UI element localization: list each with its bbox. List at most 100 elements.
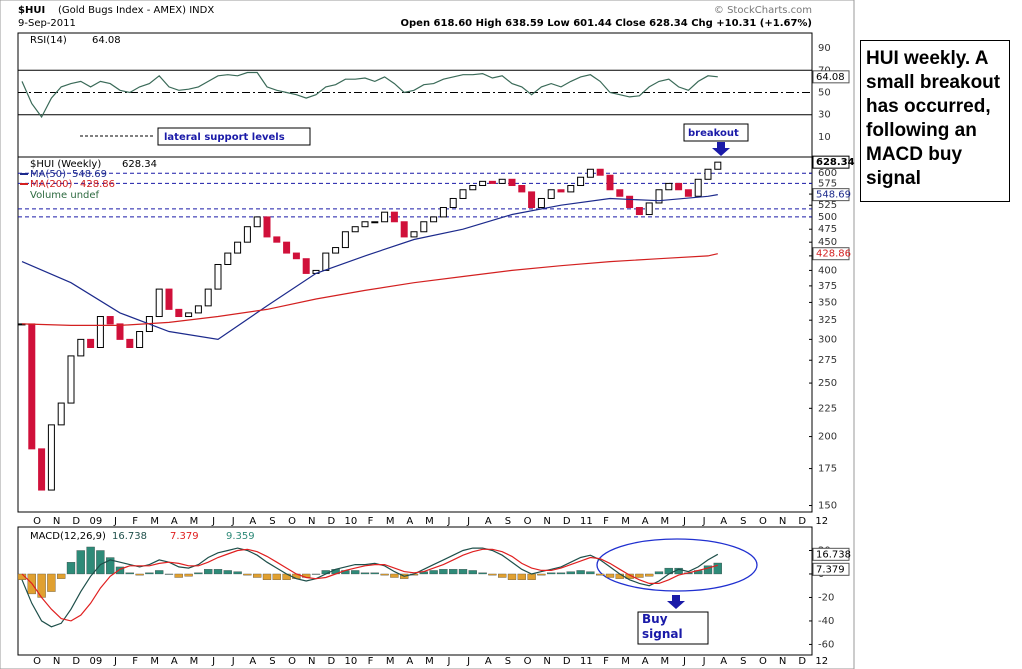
histogram-bar: [537, 573, 546, 576]
candle: [126, 338, 134, 348]
histogram-bar: [527, 573, 536, 580]
candle: [96, 316, 104, 348]
chart-title: $HUI: [18, 5, 45, 16]
legend-label: Volume undef: [30, 190, 100, 201]
x-tick-label: N: [543, 656, 550, 667]
x-tick-label: D: [327, 516, 335, 527]
x-tick-label: S: [269, 516, 275, 527]
x-tick-label: A: [720, 656, 727, 667]
candle: [557, 189, 565, 193]
x-tick-label: A: [485, 516, 492, 527]
histogram-bar: [596, 573, 605, 576]
histogram-bar: [439, 569, 448, 575]
x-tick-label: 12: [815, 516, 828, 527]
candle: [185, 312, 193, 318]
series-line: [21, 548, 718, 622]
chart-subtitle: (Gold Bugs Index - AMEX) INDX: [58, 5, 214, 16]
histogram-bar: [488, 573, 497, 576]
legend-label: MA(200): [30, 179, 72, 190]
candle: [577, 176, 585, 187]
candle: [47, 424, 55, 491]
series-line: [21, 194, 718, 341]
candle: [635, 207, 643, 216]
candle: [400, 221, 408, 238]
histogram-bar: [351, 570, 360, 575]
candle: [469, 185, 477, 191]
x-tick-label: J: [466, 516, 470, 527]
x-tick-label: M: [621, 516, 630, 527]
histogram-bar: [713, 562, 722, 575]
histogram-bar: [311, 573, 321, 575]
x-tick-label: J: [231, 656, 235, 667]
candle: [243, 226, 251, 243]
candle: [106, 316, 114, 325]
histogram-bar: [547, 572, 556, 575]
annotation-fo: Buy signal: [642, 612, 683, 641]
series-line: [21, 547, 719, 628]
y-tick-label: 475: [818, 224, 837, 235]
candle: [361, 221, 369, 228]
y-tick-label: 225: [818, 403, 837, 414]
x-tick-label: J: [702, 656, 706, 667]
x-tick-label: D: [798, 516, 806, 527]
candle: [302, 258, 310, 274]
ohlc: Open 618.60 High 638.59 Low 601.44 Close…: [401, 18, 813, 29]
candle: [341, 231, 349, 249]
x-tick-label: F: [603, 656, 609, 667]
candle: [87, 338, 95, 348]
candle: [665, 182, 673, 191]
x-tick-label: D: [798, 656, 806, 667]
x-tick-label: A: [642, 516, 649, 527]
candle: [165, 288, 173, 310]
value-label: 64.08: [816, 72, 845, 83]
x-tick-label: 11: [580, 656, 593, 667]
x-tick-label: J: [113, 516, 117, 527]
x-tick-label: M: [386, 516, 395, 527]
histogram-bar: [566, 571, 575, 575]
histogram-bar: [468, 570, 477, 575]
candle: [645, 202, 653, 216]
x-tick-label: M: [190, 656, 199, 667]
candle: [332, 247, 340, 254]
y-tick-label: 150: [818, 501, 837, 512]
legend-label: MA(50): [30, 169, 66, 180]
x-tick-label: D: [563, 516, 571, 527]
x-tick-label: A: [171, 656, 178, 667]
x-tick-label: O: [33, 516, 41, 527]
candle: [479, 180, 487, 187]
x-tick-label: S: [740, 516, 746, 527]
x-tick-label: M: [661, 656, 670, 667]
x-tick-label: S: [740, 656, 746, 667]
x-tick-label: 12: [815, 656, 828, 667]
histogram-bar: [625, 573, 634, 579]
histogram-bar: [115, 566, 125, 575]
histogram-bar: [223, 570, 232, 575]
x-tick-label: J: [447, 656, 451, 667]
histogram-bar: [703, 565, 713, 575]
histogram-bar: [360, 572, 370, 575]
candle: [77, 338, 85, 357]
candle: [714, 161, 722, 170]
histogram-bar: [155, 570, 164, 575]
x-tick-label: N: [779, 656, 786, 667]
x-tick-label: N: [543, 516, 550, 527]
histogram-bar: [586, 571, 595, 575]
y-tick-label: 200: [818, 432, 837, 443]
histogram-bar: [458, 569, 468, 575]
x-tick-label: S: [269, 656, 275, 667]
annotation-box: [637, 611, 709, 645]
x-tick-label: A: [406, 656, 413, 667]
legend-label: $HUI (Weekly): [30, 159, 101, 170]
value-label: 628.34: [816, 157, 855, 168]
y-tick-label: 525: [818, 200, 837, 211]
x-tick-label: D: [72, 656, 80, 667]
x-tick-label: J: [447, 516, 451, 527]
candle: [155, 288, 163, 318]
legend-value: 9.359: [226, 531, 255, 542]
histogram-bar: [556, 572, 566, 575]
histogram-bar: [135, 573, 144, 576]
candle: [498, 178, 506, 184]
x-tick-label: M: [621, 656, 630, 667]
candle: [704, 168, 712, 180]
x-tick-label: N: [53, 516, 60, 527]
